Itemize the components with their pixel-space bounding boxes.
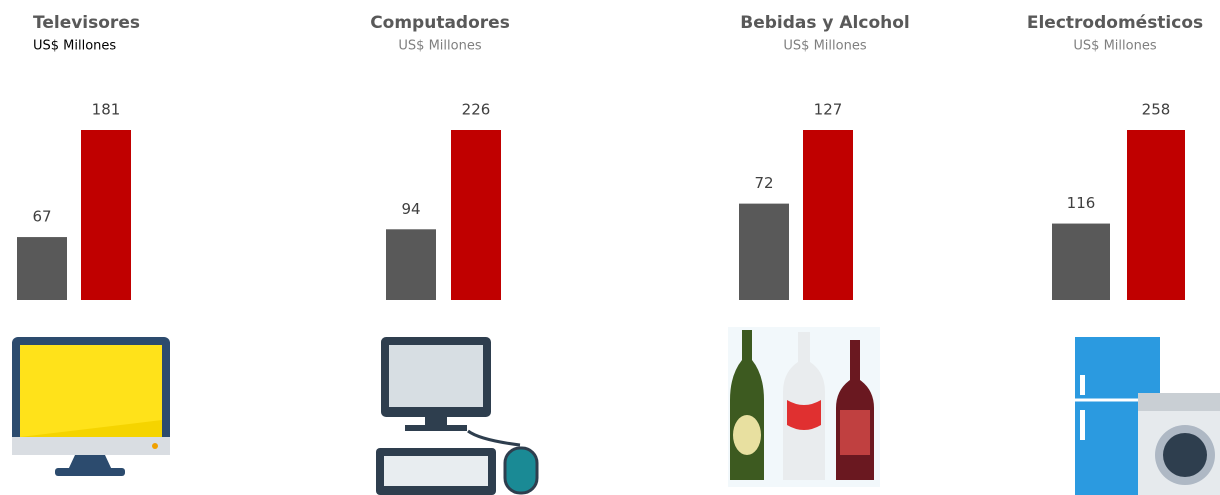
bar <box>386 229 436 300</box>
bar <box>17 237 67 300</box>
tv-icon <box>12 337 170 476</box>
bar <box>1127 130 1185 300</box>
chart-subtitle: US$ Millones <box>398 39 481 54</box>
value-label: 226 <box>462 101 491 119</box>
value-label: 127 <box>814 101 843 119</box>
appliance-icon <box>1075 337 1220 495</box>
chart-title: Computadores <box>370 13 510 33</box>
chart-subtitle: US$ Millones <box>783 39 866 54</box>
chart-title: Bebidas y Alcohol <box>740 13 910 33</box>
value-label: 67 <box>32 208 51 226</box>
bar <box>81 130 131 300</box>
chart-subtitle: US$ Millones <box>33 39 116 54</box>
value-label: 116 <box>1067 194 1096 212</box>
bar <box>803 130 853 300</box>
bottles-icon <box>728 327 880 487</box>
value-label: 72 <box>754 174 773 192</box>
chart-title: Electrodomésticos <box>1027 13 1203 33</box>
value-label: 258 <box>1142 101 1171 119</box>
chart-subtitle: US$ Millones <box>1073 39 1156 54</box>
value-label: 94 <box>401 200 420 218</box>
computer-icon <box>376 337 539 495</box>
chart-title: Televisores <box>33 13 140 33</box>
bar <box>451 130 501 300</box>
bar <box>739 203 789 300</box>
bar <box>1052 223 1110 300</box>
value-label: 181 <box>92 101 121 119</box>
